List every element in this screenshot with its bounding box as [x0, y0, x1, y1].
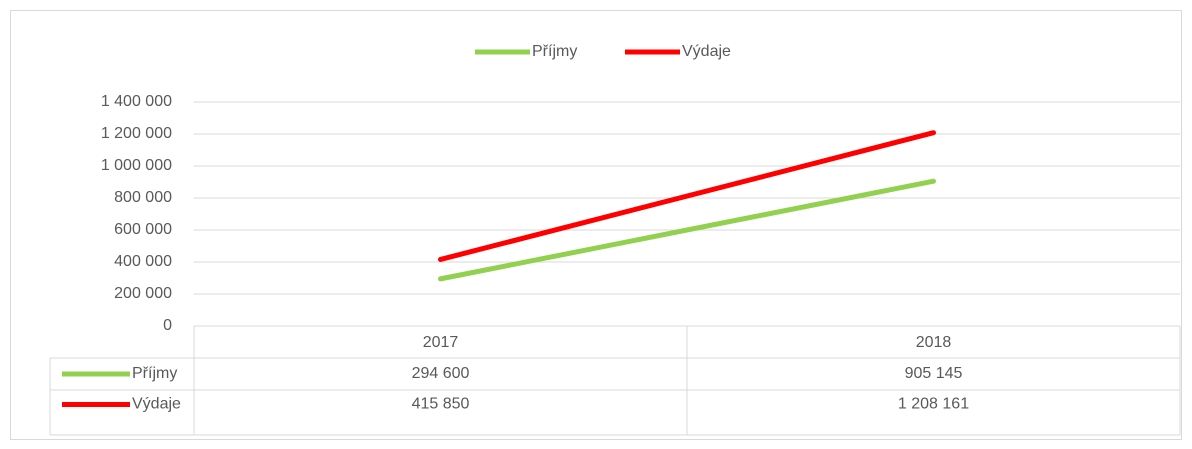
series-line — [438, 130, 936, 262]
table-value: 905 145 — [905, 365, 963, 382]
table-row-label: Výdaje — [132, 396, 181, 413]
y-tick-label: 1 200 000 — [101, 125, 172, 142]
table-value: 415 850 — [412, 396, 470, 413]
y-tick-label: 0 — [163, 317, 172, 334]
y-tick-label: 600 000 — [114, 221, 172, 238]
legend-label: Výdaje — [682, 43, 731, 60]
table-value: 294 600 — [412, 365, 470, 382]
legend-label: Příjmy — [532, 43, 577, 60]
y-tick-label: 800 000 — [114, 189, 172, 206]
y-tick-label: 200 000 — [114, 285, 172, 302]
table-value: 1 208 161 — [898, 396, 969, 413]
x-tick-label: 2017 — [423, 334, 459, 351]
x-tick-label: 2018 — [916, 334, 952, 351]
chart-border — [10, 10, 1182, 440]
y-tick-label: 400 000 — [114, 253, 172, 270]
series-line — [438, 178, 936, 282]
table-row-label: Příjmy — [132, 365, 177, 382]
y-tick-label: 1 000 000 — [101, 157, 172, 174]
y-tick-label: 1 400 000 — [101, 93, 172, 110]
